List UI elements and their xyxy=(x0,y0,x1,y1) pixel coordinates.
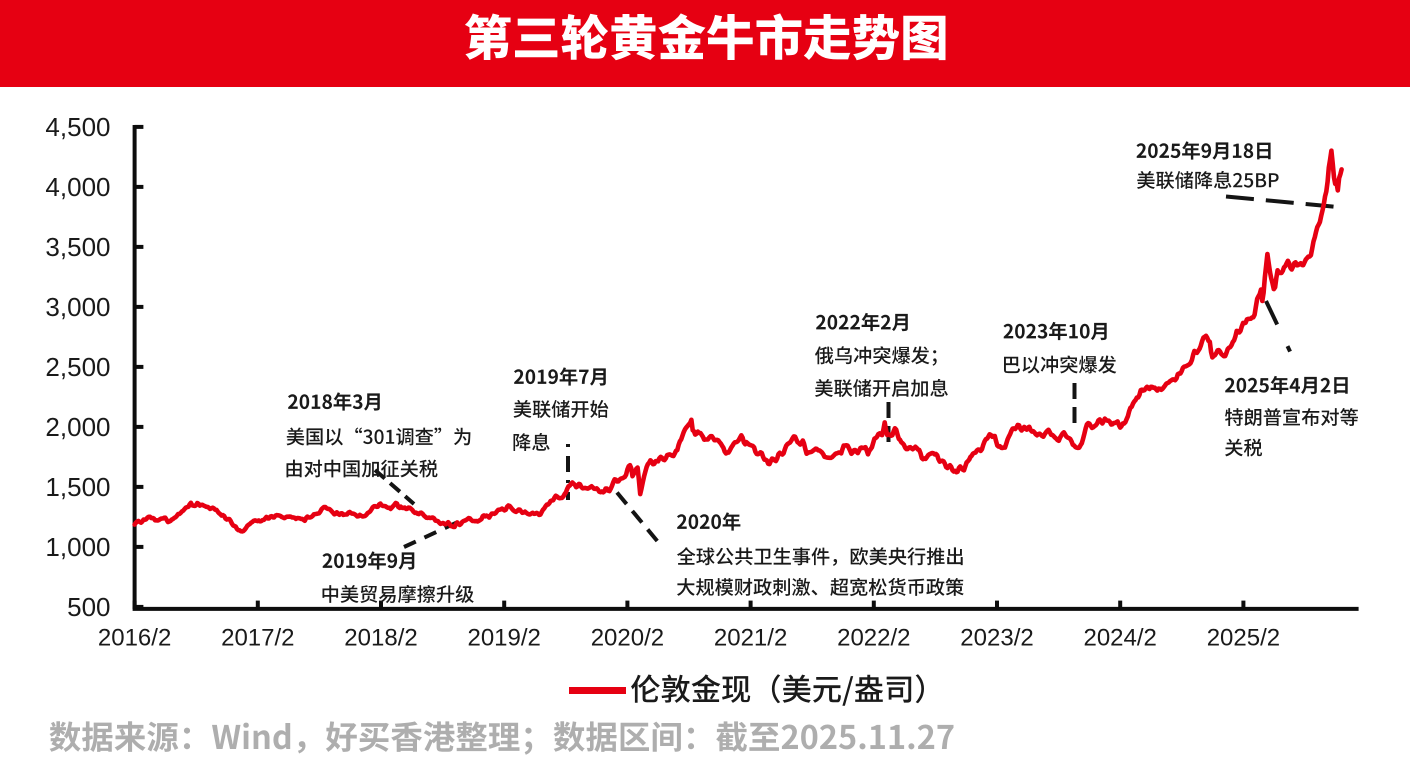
svg-text:3,000: 3,000 xyxy=(45,292,110,322)
svg-text:2,000: 2,000 xyxy=(45,412,110,442)
svg-text:2020/2: 2020/2 xyxy=(591,625,664,652)
svg-text:4,000: 4,000 xyxy=(45,172,110,202)
svg-text:2025/2: 2025/2 xyxy=(1207,625,1280,652)
svg-text:2024/2: 2024/2 xyxy=(1083,625,1156,652)
svg-text:2,500: 2,500 xyxy=(45,352,110,382)
svg-text:2022/2: 2022/2 xyxy=(837,625,910,652)
svg-text:4,500: 4,500 xyxy=(45,112,110,142)
svg-text:500: 500 xyxy=(67,592,110,622)
svg-text:2016/2: 2016/2 xyxy=(98,625,171,652)
svg-text:1,000: 1,000 xyxy=(45,532,110,562)
svg-text:2023/2: 2023/2 xyxy=(960,625,1033,652)
svg-text:2017/2: 2017/2 xyxy=(221,625,294,652)
svg-text:2018/2: 2018/2 xyxy=(344,625,417,652)
svg-text:1,500: 1,500 xyxy=(45,472,110,502)
svg-text:2019/2: 2019/2 xyxy=(467,625,540,652)
svg-text:3,500: 3,500 xyxy=(45,232,110,262)
svg-text:2021/2: 2021/2 xyxy=(714,625,787,652)
